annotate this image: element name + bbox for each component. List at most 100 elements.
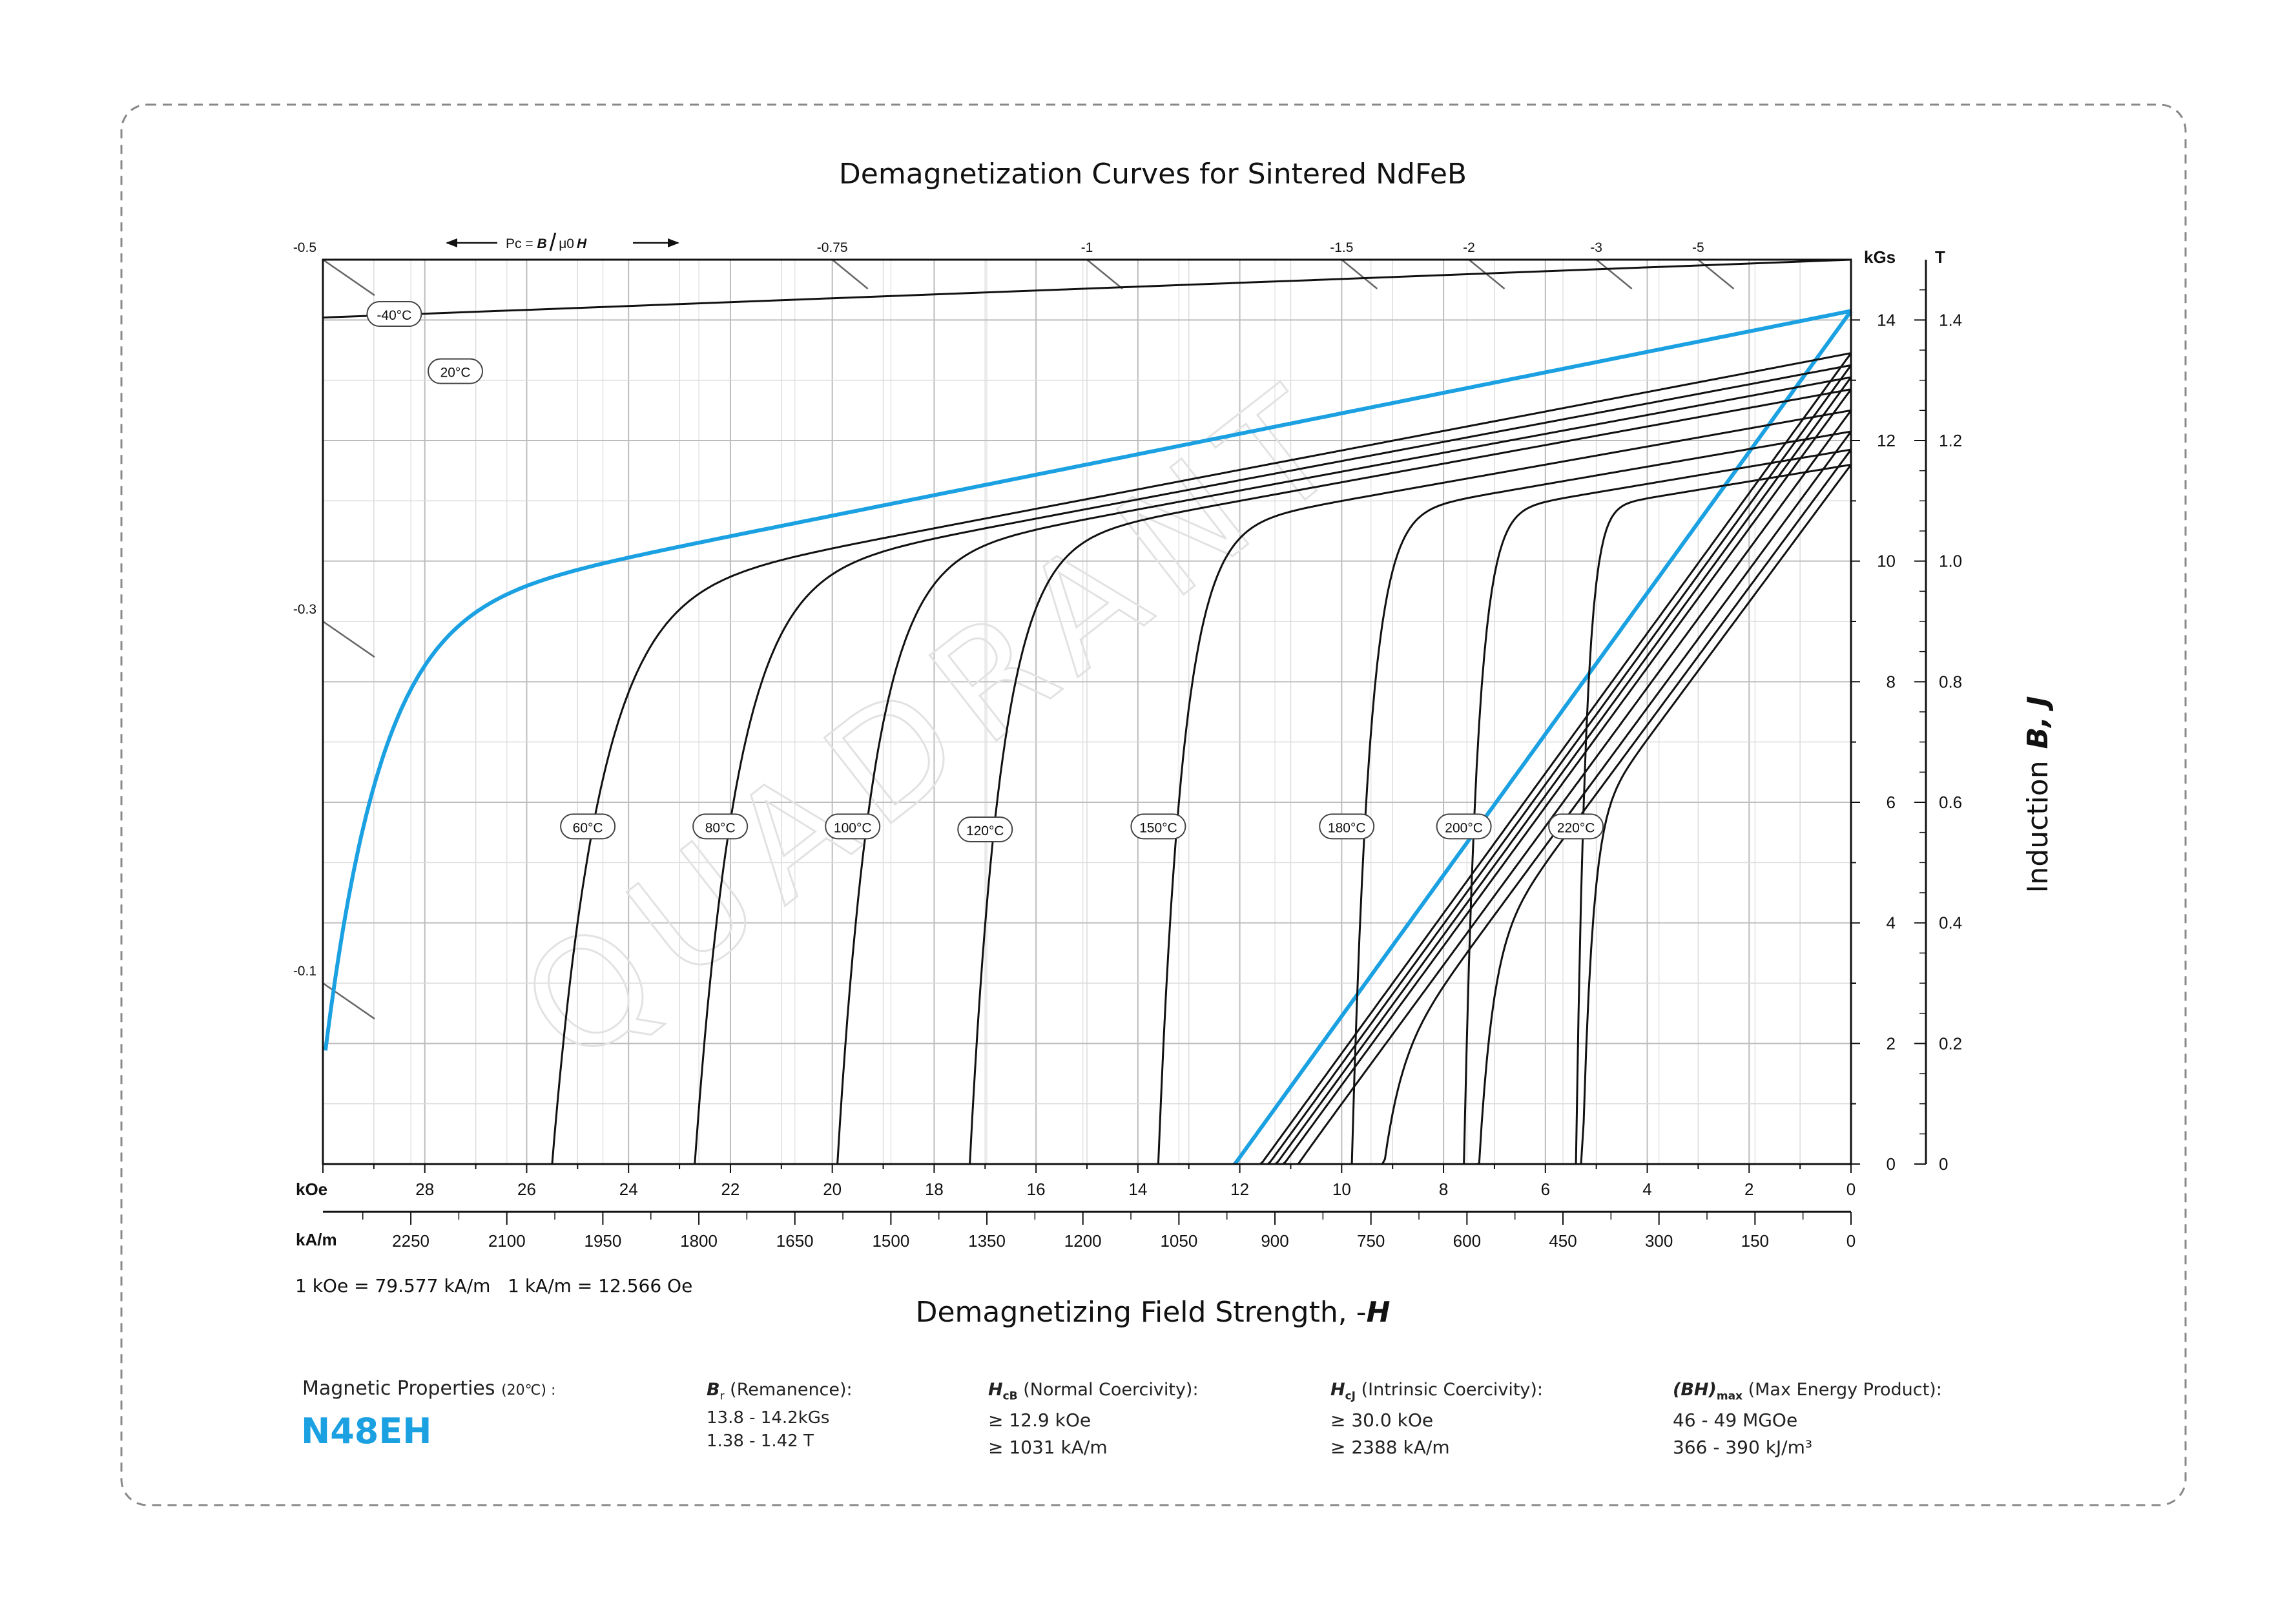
x-tick-kam-750: 750 bbox=[1357, 1231, 1385, 1251]
pc-label--0.1: -0.1 bbox=[293, 964, 316, 979]
pc-label--0.75: -0.75 bbox=[817, 240, 848, 255]
pc-label--1: -1 bbox=[1081, 240, 1093, 255]
series-label-120°C: 120°C bbox=[966, 824, 1004, 838]
x-tick-koe-22: 22 bbox=[721, 1180, 739, 1199]
x-tick-kam-600: 600 bbox=[1453, 1231, 1481, 1251]
x-tick-koe-4: 4 bbox=[1642, 1180, 1651, 1199]
x-tick-kam-2100: 2100 bbox=[488, 1231, 526, 1251]
y-tick-t-0.2: 0.2 bbox=[1939, 1034, 1962, 1053]
curve-j-100°C bbox=[836, 376, 1852, 1165]
y-unit-t: T bbox=[1935, 247, 1945, 267]
series-label-box bbox=[560, 813, 616, 840]
y-tick-kgs-14: 14 bbox=[1877, 310, 1896, 329]
y-tick-t-1.2: 1.2 bbox=[1939, 431, 1962, 450]
curve-j-60°C bbox=[551, 352, 1852, 1165]
x-axis-label: Demagnetizing Field Strength, -H bbox=[916, 1296, 1391, 1329]
pc-tick bbox=[1086, 259, 1123, 289]
x-tick-kam-1950: 1950 bbox=[584, 1231, 621, 1251]
series-label-200°C: 200°C bbox=[1445, 820, 1483, 835]
x-tick-koe-10: 10 bbox=[1332, 1180, 1351, 1199]
y-axis-label: InductionB, J bbox=[2022, 696, 2054, 893]
curve-j--40°C bbox=[322, 258, 1852, 319]
x-tick-koe-6: 6 bbox=[1541, 1180, 1550, 1199]
x-tick-kam-900: 900 bbox=[1261, 1231, 1288, 1251]
series-label-box bbox=[692, 813, 749, 840]
pc-tick bbox=[1595, 259, 1633, 289]
x-tick-kam-1050: 1050 bbox=[1160, 1231, 1197, 1251]
curve-b-20°C bbox=[1233, 309, 1853, 1165]
series-label--40°C: -40°C bbox=[377, 308, 411, 323]
series-label-box bbox=[1548, 813, 1604, 840]
curve-j-20°C bbox=[323, 309, 1852, 1051]
curve-j-120°C bbox=[969, 388, 1852, 1165]
series-label-150°C: 150°C bbox=[1139, 820, 1177, 835]
x-tick-koe-16: 16 bbox=[1027, 1180, 1046, 1199]
card-border bbox=[120, 103, 2187, 1506]
x-tick-koe-26: 26 bbox=[517, 1180, 536, 1199]
x-tick-kam-1200: 1200 bbox=[1064, 1231, 1102, 1251]
series-label-box bbox=[1436, 813, 1492, 840]
curve-b-80°C bbox=[1267, 364, 1852, 1165]
y-unit-kgs: kGs bbox=[1864, 247, 1896, 267]
series-label-box bbox=[1319, 813, 1375, 840]
y-tick-kgs-2: 2 bbox=[1887, 1034, 1896, 1053]
x-tick-kam-1650: 1650 bbox=[776, 1231, 814, 1251]
y-tick-t-0.6: 0.6 bbox=[1939, 793, 1962, 812]
series-label-20°C: 20°C bbox=[440, 366, 471, 380]
y-tick-t-1.0: 1.0 bbox=[1939, 552, 1962, 571]
x-tick-koe-12: 12 bbox=[1230, 1180, 1249, 1199]
grid bbox=[323, 260, 1851, 1164]
pc-label--1.5: -1.5 bbox=[1330, 240, 1353, 255]
curve-b-220°C bbox=[1580, 464, 1852, 1165]
x-tick-kam-150: 150 bbox=[1741, 1231, 1769, 1251]
pc-tick bbox=[322, 620, 375, 658]
pc-tick bbox=[831, 259, 869, 289]
curve-b-120°C bbox=[1282, 388, 1852, 1165]
chart-title: Demagnetization Curves for Sintered NdFe… bbox=[839, 158, 1467, 191]
x-tick-kam-300: 300 bbox=[1645, 1231, 1673, 1251]
x-tick-koe-2: 2 bbox=[1744, 1180, 1753, 1199]
x-tick-koe-18: 18 bbox=[925, 1180, 944, 1199]
y-tick-t-0: 0 bbox=[1939, 1154, 1948, 1174]
y-tick-kgs-4: 4 bbox=[1887, 913, 1896, 933]
y-tick-t-1.4: 1.4 bbox=[1939, 310, 1962, 329]
curve-j-150°C bbox=[1157, 409, 1852, 1165]
series-label-box bbox=[428, 358, 484, 384]
watermark-text: QUADRANT bbox=[491, 348, 1383, 1097]
pc-label--5: -5 bbox=[1692, 240, 1704, 255]
x-unit-kam: kA/m bbox=[296, 1230, 337, 1249]
conversion-note: 1 kOe = 79.577 kA/m 1 kA/m = 12.566 Oe bbox=[295, 1275, 692, 1296]
series-labels: -40°C 20°C 60°C 80°C 100°C 120°C 150°C 180°C 200… bbox=[366, 301, 1604, 842]
pc-tick bbox=[1341, 259, 1378, 289]
curve-b-150°C bbox=[1296, 410, 1852, 1165]
x-tick-kam-1500: 1500 bbox=[872, 1231, 909, 1251]
series-label-220°C: 220°C bbox=[1557, 820, 1595, 835]
pc-label: Pc = B / μ0 H bbox=[446, 229, 679, 256]
x-tick-kam-0: 0 bbox=[1846, 1231, 1856, 1251]
svg-text:Pc = B/μ0H: Pc = B / μ0 H bbox=[506, 229, 587, 256]
x-tick-koe-8: 8 bbox=[1439, 1180, 1448, 1199]
curve-j-80°C bbox=[694, 364, 1852, 1165]
pc-label--0.5: -0.5 bbox=[293, 240, 316, 255]
y-tick-kgs-12: 12 bbox=[1877, 431, 1896, 450]
watermark: QUADRANT bbox=[491, 346, 1385, 1098]
curve-b-60°C bbox=[1259, 352, 1852, 1165]
x-tick-kam-1350: 1350 bbox=[968, 1231, 1006, 1251]
curve-b-100°C bbox=[1274, 377, 1852, 1165]
pc-tick bbox=[322, 258, 375, 296]
y-tick-t-0.8: 0.8 bbox=[1939, 672, 1962, 691]
curve-j-200°C bbox=[1463, 448, 1852, 1165]
series-label-80°C: 80°C bbox=[705, 820, 736, 835]
x-tick-koe-24: 24 bbox=[619, 1180, 638, 1199]
y-tick-kgs-6: 6 bbox=[1887, 793, 1896, 812]
x-tick-koe-20: 20 bbox=[823, 1180, 842, 1199]
x-unit-koe: kOe bbox=[296, 1180, 327, 1199]
x-tick-kam-450: 450 bbox=[1549, 1231, 1577, 1251]
x-tick-koe-28: 28 bbox=[415, 1180, 434, 1199]
series-label-60°C: 60°C bbox=[573, 820, 603, 835]
x-tick-kam-1800: 1800 bbox=[680, 1231, 718, 1251]
pc-label--3: -3 bbox=[1590, 240, 1602, 255]
series-label-box bbox=[957, 817, 1013, 842]
